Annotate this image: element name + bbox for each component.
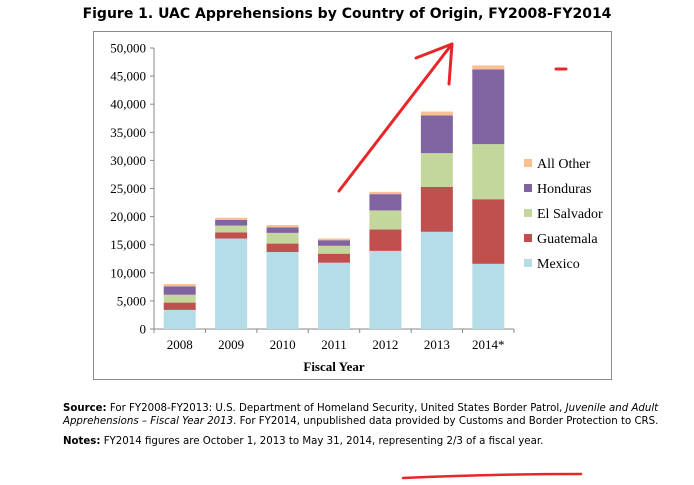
bar-segment	[369, 210, 402, 230]
y-tick-label: 0	[140, 322, 147, 337]
source-text-1: For FY2008-FY2013: U.S. Department of Ho…	[106, 403, 566, 414]
y-tick-label: 35,000	[110, 125, 146, 140]
bar-segment	[266, 243, 299, 253]
source-italic-title: Juvenile and Adult Apprehensions – Fisca…	[63, 403, 659, 427]
legend-swatch	[524, 259, 532, 267]
source-label: Source:	[63, 403, 107, 414]
bar-segment	[420, 111, 453, 116]
bar-segment	[369, 191, 402, 195]
legend-label: Mexico	[537, 257, 580, 272]
bar-segment	[266, 232, 299, 244]
x-tick-label: 2011	[321, 337, 347, 352]
x-tick-label: 2009	[218, 337, 244, 352]
legend-label: Honduras	[537, 182, 591, 197]
bar-segment	[266, 227, 299, 233]
notes-highlight: representing 2/3 of a fiscal year.	[378, 436, 544, 447]
y-tick-label: 30,000	[110, 153, 146, 168]
source-note: Source: For FY2008-FY2013: U.S. Departme…	[63, 402, 683, 428]
y-tick-label: 40,000	[110, 97, 146, 112]
y-tick-label: 25,000	[110, 181, 146, 196]
legend-swatch	[524, 234, 532, 242]
legend-label: Guatemala	[537, 232, 598, 247]
bar-segment	[318, 253, 350, 263]
notes: Notes: FY2014 figures are October 1, 201…	[63, 435, 683, 448]
bar-segment	[318, 262, 350, 329]
bar-segment	[266, 225, 299, 228]
bar-segment	[472, 69, 505, 145]
x-tick-label: 2013	[424, 337, 450, 352]
bar-segment	[215, 219, 248, 226]
y-tick-label: 5,000	[117, 293, 146, 308]
y-tick-label: 50,000	[110, 41, 146, 56]
bar-segment	[215, 232, 248, 239]
bar-segment	[472, 65, 505, 70]
bar-segment	[215, 217, 248, 220]
red-underline	[401, 472, 583, 480]
bar-segment	[215, 238, 248, 329]
bar-segment	[472, 144, 505, 200]
stacked-bar-chart: 50,000 45,000 40,000 35,000 30,000 25,000 20,0…	[110, 41, 603, 375]
x-tick-label: 2014*	[472, 337, 505, 352]
figure-footer: Source: For FY2008-FY2013: U.S. Departme…	[63, 402, 683, 448]
legend-label: El Salvador	[537, 207, 603, 222]
notes-label: Notes:	[63, 436, 101, 447]
legend-label: All Other	[537, 157, 591, 172]
legend-swatch	[524, 209, 532, 217]
bar-segment	[472, 263, 505, 329]
bar-segment	[369, 229, 402, 251]
bar-segment	[369, 250, 402, 329]
bar-segment	[318, 245, 350, 254]
bar-segment	[420, 153, 453, 187]
source-text-2: . For FY2014, unpublished data provided …	[233, 416, 659, 427]
bar-segment	[163, 309, 196, 329]
y-tick-label: 10,000	[110, 265, 146, 280]
chart-title: Figure 1. UAC Apprehensions by Country o…	[82, 6, 612, 22]
bar-segment	[266, 252, 299, 329]
bar-segment	[163, 284, 196, 287]
bar-segment	[163, 294, 196, 303]
bar-segment	[163, 286, 196, 295]
legend-swatch	[524, 184, 532, 192]
y-tick-label: 45,000	[110, 69, 146, 84]
bar-segment	[472, 199, 505, 264]
x-tick-label: 2012	[372, 337, 398, 352]
chart-frame: 50,000 45,000 40,000 35,000 30,000 25,000 20,0…	[93, 31, 612, 380]
notes-text: FY2014 figures are October 1, 2013 to Ma…	[100, 436, 379, 447]
legend-swatch	[524, 159, 532, 167]
bar-segment	[369, 194, 402, 211]
bar-segment	[420, 186, 453, 232]
bar-segment	[420, 115, 453, 154]
x-axis-title: Fiscal Year	[303, 359, 364, 374]
y-tick-label: 20,000	[110, 209, 146, 224]
x-tick-label: 2008	[167, 337, 193, 352]
x-tick-label: 2010	[270, 337, 296, 352]
bar-segment	[163, 302, 196, 310]
bar-segment	[318, 240, 350, 246]
bar-segment	[215, 225, 248, 233]
bar-segment	[420, 231, 453, 329]
y-tick-label: 15,000	[110, 237, 146, 252]
bar-segment	[318, 238, 350, 241]
